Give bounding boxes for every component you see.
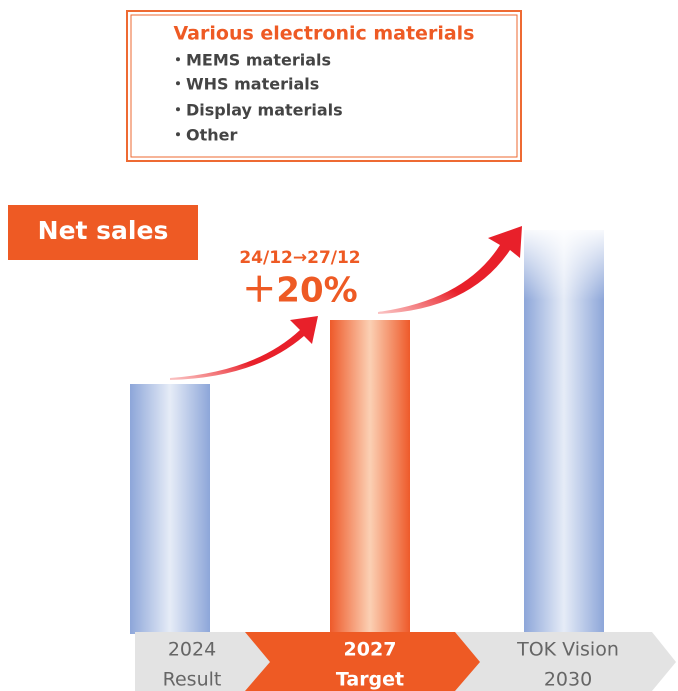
box-inner [130,14,518,158]
box-item: ・Display materials [170,101,343,120]
growth-rate: ＋20% [242,271,357,311]
stage-chevron [135,632,275,691]
arrow [170,316,318,380]
box-item: ・WHS materials [170,75,319,94]
label-box [8,205,198,260]
stage-label: 2027 [344,639,397,661]
box-outer [126,10,522,162]
bar-fade [520,225,608,300]
bar [330,320,410,634]
bar [130,384,210,634]
stage-label: TOK Vision [516,639,619,661]
box-item: ・Other [170,126,237,145]
stage-label: Result [163,669,222,691]
label: Net sales [38,216,169,245]
growth-period: 24/12→27/12 [239,248,360,268]
stage-label: 2030 [544,669,592,691]
stage-chevron [450,632,676,691]
arrow [378,226,522,314]
stage-label: 2024 [168,639,216,661]
box-item: ・MEMS materials [170,51,331,70]
stage-chevron [245,632,480,691]
box-title: Various electronic materials [174,23,475,45]
stage-label: Target [336,669,404,691]
